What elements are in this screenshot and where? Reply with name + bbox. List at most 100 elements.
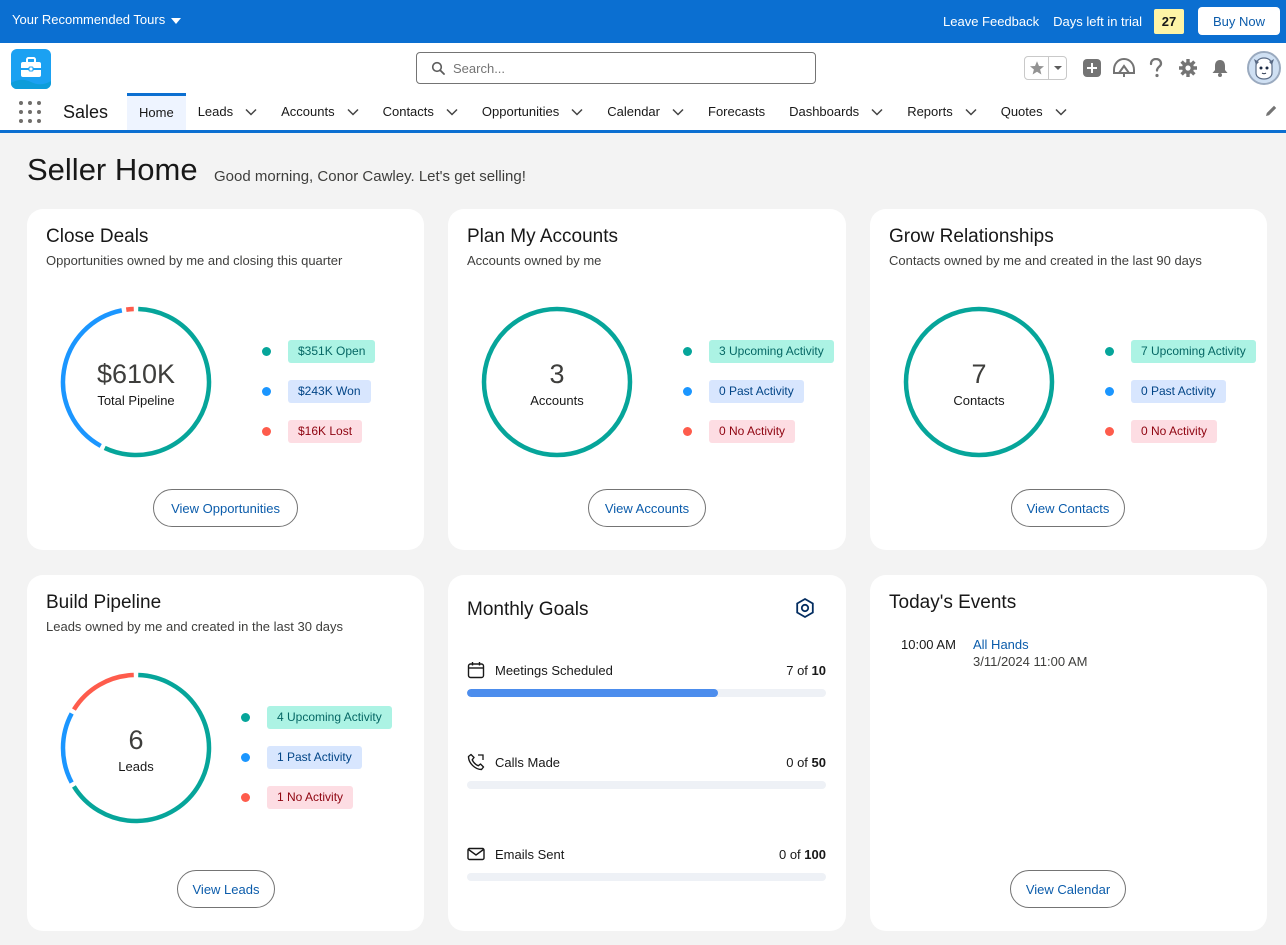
favorites-control[interactable] [1024, 56, 1067, 80]
legend-badge-open[interactable]: $351K Open [288, 339, 376, 363]
plan-accounts-card: Plan My Accounts Accounts owned by me 3 … [448, 209, 846, 550]
card-subtitle: Accounts owned by me [467, 253, 602, 268]
build-pipeline-card: Build Pipeline Leads owned by me and cre… [27, 575, 424, 931]
app-launcher-icon[interactable] [19, 101, 41, 123]
legend-badge-past[interactable]: 1 Past Activity [267, 745, 362, 769]
leave-feedback-link[interactable]: Leave Feedback [943, 13, 1040, 29]
edit-nav-pencil-icon[interactable] [1264, 104, 1278, 123]
legend-dot-teal [683, 346, 692, 356]
legend-badge-no-activity[interactable]: 0 No Activity [709, 419, 796, 443]
tab-reports[interactable]: Reports [895, 93, 989, 130]
donut-center-label: Total Pipeline [97, 393, 175, 408]
chevron-down-icon[interactable] [245, 108, 257, 116]
tab-contacts[interactable]: Contacts [371, 93, 470, 130]
chevron-down-icon[interactable] [672, 108, 684, 116]
calendar-icon [467, 661, 487, 679]
chevron-down-icon[interactable] [347, 108, 359, 116]
tab-dashboards[interactable]: Dashboards [777, 93, 895, 130]
event-time: 10:00 AM [901, 637, 956, 652]
tab-quotes[interactable]: Quotes [989, 93, 1079, 130]
legend-badge-past[interactable]: 0 Past Activity [1131, 379, 1226, 403]
legend-dot-teal [241, 712, 250, 722]
donut-center-value: 7 [971, 359, 987, 389]
legend-badge-past[interactable]: 0 Past Activity [709, 379, 804, 403]
tab-leads[interactable]: Leads [186, 93, 269, 130]
view-leads-button[interactable]: View Leads [177, 870, 275, 908]
search-icon [431, 61, 445, 75]
chevron-down-icon[interactable] [871, 108, 883, 116]
tab-label: Quotes [1000, 104, 1043, 119]
tab-accounts[interactable]: Accounts [269, 93, 370, 130]
tab-opportunities[interactable]: Opportunities [470, 93, 595, 130]
view-calendar-button[interactable]: View Calendar [1010, 870, 1126, 908]
card-title: Build Pipeline [46, 592, 162, 613]
help-icon[interactable] [1145, 57, 1167, 79]
event-name-link[interactable]: All Hands [973, 637, 1029, 652]
tab-forecasts[interactable]: Forecasts [696, 93, 777, 130]
legend-badge-no-activity[interactable]: 1 No Activity [267, 785, 354, 809]
search-input[interactable] [453, 60, 793, 76]
donut-segment-upcoming-activity[interactable] [903, 306, 1055, 458]
donut-legend: $351K Open $243K Won $16K Lost [262, 331, 376, 451]
view-accounts-button[interactable]: View Accounts [588, 489, 706, 527]
phone-icon [467, 753, 487, 771]
tab-label: Dashboards [789, 104, 860, 119]
chevron-down-icon[interactable] [1055, 108, 1067, 116]
donut-segment-won[interactable] [60, 308, 123, 448]
global-search[interactable] [416, 52, 816, 84]
legend-badge-upcoming[interactable]: 4 Upcoming Activity [267, 705, 392, 729]
chevron-down-icon[interactable] [965, 108, 977, 116]
legend-badge-upcoming[interactable]: 3 Upcoming Activity [709, 339, 834, 363]
legend-badge-no-activity[interactable]: 0 No Activity [1131, 419, 1218, 443]
tab-label: Contacts [382, 104, 434, 119]
tab-label: Accounts [281, 104, 335, 119]
donut-segment-past-activity[interactable] [60, 712, 74, 784]
nav-tabs: Home Leads Accounts Contacts Opportuniti… [127, 93, 1079, 130]
card-subtitle: Opportunities owned by me and closing th… [46, 253, 343, 268]
donut-segment-no-activity[interactable] [72, 672, 134, 711]
buy-now-button[interactable]: Buy Now [1198, 7, 1280, 35]
app-logo[interactable] [11, 49, 51, 89]
add-icon[interactable] [1081, 57, 1103, 79]
donut-segment-upcoming-activity[interactable] [72, 672, 212, 824]
goal-label: Meetings Scheduled [495, 662, 613, 678]
donut-center-label: Contacts [953, 393, 1005, 408]
chevron-down-icon[interactable] [571, 108, 583, 116]
donut-legend: 7 Upcoming Activity 0 Past Activity 0 No… [1105, 331, 1256, 451]
donut-segment-open[interactable] [103, 306, 212, 458]
goal-meetings: Meetings Scheduled 7 of 10 [467, 659, 826, 697]
plan-accounts-donut [481, 306, 633, 458]
bell-icon[interactable] [1209, 57, 1231, 79]
trial-banner: Your Recommended Tours Leave Feedback Da… [0, 0, 1286, 43]
chevron-down-icon[interactable] [446, 108, 458, 116]
chevron-down-icon[interactable] [1048, 57, 1066, 79]
legend-dot-red [262, 426, 271, 436]
view-opportunities-button[interactable]: View Opportunities [153, 489, 298, 527]
gear-icon[interactable] [1177, 57, 1199, 79]
card-title: Close Deals [46, 226, 149, 247]
tab-home[interactable]: Home [127, 93, 186, 130]
goal-progress-track [467, 689, 826, 697]
grow-relationships-donut [903, 306, 1055, 458]
donut-segment-upcoming-activity[interactable] [481, 306, 633, 458]
view-contacts-button[interactable]: View Contacts [1011, 489, 1125, 527]
trailhead-icon[interactable] [1113, 57, 1135, 79]
legend-badge-upcoming[interactable]: 7 Upcoming Activity [1131, 339, 1256, 363]
avatar[interactable] [1247, 51, 1281, 85]
tab-calendar[interactable]: Calendar [595, 93, 696, 130]
tab-label: Opportunities [481, 104, 560, 119]
legend-badge-won[interactable]: $243K Won [288, 379, 371, 403]
goal-settings-gear-icon[interactable] [794, 597, 816, 624]
card-title: Monthly Goals [467, 599, 589, 620]
goal-calls: Calls Made 0 of 50 [467, 751, 826, 789]
donut-segment-lost[interactable] [125, 306, 134, 312]
goal-label: Calls Made [495, 754, 561, 770]
goal-count: 7 of 10 [786, 662, 826, 678]
card-title: Grow Relationships [889, 226, 1054, 247]
legend-dot-red [1105, 426, 1114, 436]
legend-badge-lost[interactable]: $16K Lost [288, 419, 363, 443]
recommended-tours-label: Your Recommended Tours [12, 12, 166, 27]
star-icon[interactable] [1025, 60, 1048, 76]
recommended-tours-menu[interactable]: Your Recommended Tours [12, 12, 182, 27]
donut-center-value: $610K [96, 359, 176, 389]
